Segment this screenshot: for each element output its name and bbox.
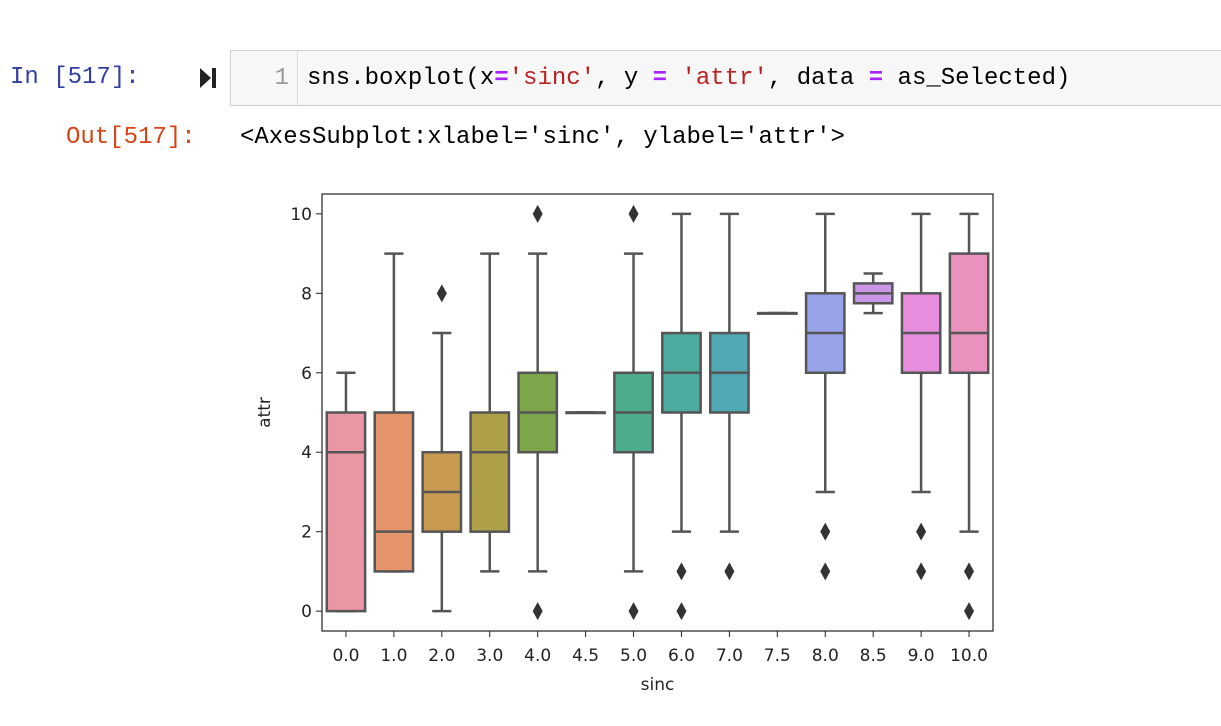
- x-tick-label: 2.0: [428, 646, 455, 666]
- box: [325, 411, 367, 613]
- y-tick-label: 8: [301, 284, 312, 304]
- outlier-point: [676, 602, 687, 621]
- x-tick-label: 9.0: [908, 646, 935, 666]
- code-line[interactable]: sns.boxplot(x='sinc', y = 'attr', data =…: [307, 65, 1070, 92]
- x-tick-label: 3.0: [476, 646, 503, 666]
- code-string: 'sinc': [508, 65, 596, 92]
- outlier-point: [964, 602, 975, 621]
- x-tick-label: 6.0: [668, 646, 695, 666]
- outlier-point: [820, 562, 831, 581]
- outlier-point: [628, 602, 639, 621]
- y-tick-label: 4: [301, 443, 312, 463]
- y-tick-label: 6: [301, 364, 312, 384]
- output-prompt: Out[517]:: [66, 124, 196, 151]
- run-cell-icon[interactable]: [198, 66, 218, 90]
- outlier-point: [724, 562, 735, 581]
- x-tick-label: 0.0: [332, 646, 359, 666]
- x-tick-label: 7.5: [764, 646, 791, 666]
- y-tick-label: 2: [301, 523, 312, 543]
- code-token: sns.boxplot(x: [307, 65, 495, 92]
- line-gutter: 1: [231, 51, 298, 105]
- line-number: 1: [274, 65, 289, 92]
- outlier-point: [628, 204, 639, 223]
- x-tick-label: 8.5: [860, 646, 887, 666]
- code-operator: =: [868, 65, 884, 92]
- outlier-point: [916, 562, 927, 581]
- y-tick-label: 10: [290, 205, 312, 225]
- x-tick-label: 8.0: [812, 646, 839, 666]
- code-token: , y: [595, 65, 653, 92]
- code-operator: =: [652, 65, 668, 92]
- outlier-point: [820, 522, 831, 541]
- x-tick-label: 4.0: [524, 646, 551, 666]
- x-tick-label: 5.0: [620, 646, 647, 666]
- outlier-point: [964, 562, 975, 581]
- outlier-point: [676, 562, 687, 581]
- x-tick-label: 4.5: [572, 646, 599, 666]
- outlier-point: [532, 602, 543, 621]
- output-text: <AxesSubplot:xlabel='sinc', ylabel='attr…: [240, 124, 845, 151]
- box: [948, 252, 990, 375]
- code-string: 'attr': [681, 65, 768, 92]
- code-token: , data: [767, 65, 869, 92]
- x-tick-label: 7.0: [716, 646, 743, 666]
- x-axis-label: sinc: [641, 675, 675, 695]
- input-prompt: In [517]:: [10, 64, 140, 91]
- outlier-point: [436, 284, 447, 303]
- x-tick-label: 10.0: [950, 646, 988, 666]
- y-tick-label: 0: [301, 602, 312, 622]
- code-token: as_Selected): [883, 65, 1071, 92]
- box: [469, 411, 511, 533]
- code-cell[interactable]: 1 sns.boxplot(x='sinc', y = 'attr', data…: [230, 50, 1221, 106]
- outlier-point: [916, 522, 927, 541]
- x-tick-label: 1.0: [380, 646, 407, 666]
- box: [373, 411, 415, 573]
- y-axis-label: attr: [255, 397, 275, 428]
- code-operator: =: [494, 65, 509, 92]
- outlier-point: [532, 204, 543, 223]
- plot-frame: [321, 193, 994, 632]
